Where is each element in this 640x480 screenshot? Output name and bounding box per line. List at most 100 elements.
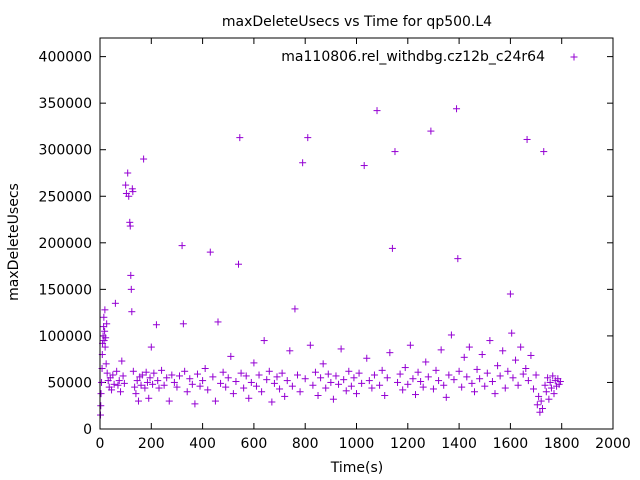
data-point xyxy=(455,367,463,375)
data-point xyxy=(506,290,514,298)
data-point xyxy=(178,242,186,250)
data-point xyxy=(304,134,312,142)
data-point xyxy=(550,390,558,398)
data-point xyxy=(170,378,178,386)
data-point xyxy=(537,397,545,405)
data-point xyxy=(206,248,214,256)
data-point xyxy=(147,343,155,351)
data-point xyxy=(296,388,304,396)
data-point xyxy=(168,371,176,379)
data-point xyxy=(265,367,273,375)
data-point xyxy=(442,393,450,401)
data-point xyxy=(140,155,148,163)
data-point xyxy=(373,107,381,115)
data-point xyxy=(201,364,209,372)
y-tick-label: 400000 xyxy=(39,50,92,66)
data-point xyxy=(468,379,476,387)
x-tick-label: 600 xyxy=(241,436,268,452)
data-point xyxy=(424,373,432,381)
data-point xyxy=(301,375,309,383)
data-point xyxy=(411,391,419,399)
data-point xyxy=(255,371,263,379)
y-tick-label: 250000 xyxy=(39,189,92,205)
data-point xyxy=(450,376,458,384)
data-point xyxy=(445,371,453,379)
data-point xyxy=(478,351,486,359)
data-point xyxy=(165,397,173,405)
data-point xyxy=(252,382,260,390)
data-point xyxy=(494,362,502,370)
data-point xyxy=(242,372,250,380)
data-point xyxy=(270,379,278,387)
x-tick-label: 800 xyxy=(292,436,319,452)
data-point xyxy=(437,346,445,354)
data-point xyxy=(406,341,414,349)
data-point xyxy=(306,341,314,349)
data-point xyxy=(155,384,163,392)
data-point xyxy=(214,318,222,326)
data-point xyxy=(291,305,299,313)
data-point xyxy=(196,382,204,390)
data-point xyxy=(117,388,125,396)
data-point xyxy=(523,135,531,143)
data-points xyxy=(97,105,564,419)
data-point xyxy=(283,377,291,385)
data-point xyxy=(463,373,471,381)
data-point xyxy=(519,370,527,378)
chart-title: maxDeleteUsecs vs Time for qp500.L4 xyxy=(222,14,492,30)
data-point xyxy=(224,374,232,382)
data-point xyxy=(404,380,412,388)
data-point xyxy=(176,372,184,380)
data-point xyxy=(217,379,225,387)
data-point xyxy=(309,381,317,389)
data-point xyxy=(181,367,189,375)
data-point xyxy=(314,391,322,399)
x-axis-label: Time(s) xyxy=(330,460,383,476)
data-point xyxy=(103,369,111,377)
data-point xyxy=(541,381,549,389)
data-point xyxy=(386,349,394,357)
data-point xyxy=(435,377,443,385)
data-point xyxy=(340,376,348,384)
data-point xyxy=(227,352,235,360)
data-point xyxy=(132,390,140,398)
data-point xyxy=(209,373,217,381)
data-point xyxy=(454,255,462,263)
data-point xyxy=(311,368,319,376)
data-point xyxy=(399,386,407,394)
data-point xyxy=(512,356,520,364)
data-point xyxy=(447,331,455,339)
data-point xyxy=(294,371,302,379)
data-point xyxy=(268,398,276,406)
x-tick-label: 200 xyxy=(138,436,165,452)
data-point xyxy=(522,364,530,372)
data-point xyxy=(381,391,389,399)
data-point xyxy=(529,385,537,393)
data-point xyxy=(97,402,105,410)
data-point xyxy=(327,378,335,386)
data-point xyxy=(465,343,473,351)
data-point xyxy=(488,378,496,386)
data-point xyxy=(527,351,535,359)
data-point xyxy=(101,343,109,351)
y-axis-label: maxDeleteUsecs xyxy=(6,183,22,301)
data-point xyxy=(345,367,353,375)
data-point xyxy=(363,354,371,362)
data-point xyxy=(97,411,105,419)
data-point xyxy=(432,366,440,374)
data-point xyxy=(101,327,109,335)
data-point xyxy=(240,384,248,392)
data-point xyxy=(508,329,516,337)
data-point xyxy=(350,374,358,382)
data-point xyxy=(509,374,517,382)
x-tick-label: 1400 xyxy=(441,436,477,452)
data-point xyxy=(514,381,522,389)
data-point xyxy=(319,360,327,368)
data-point xyxy=(211,397,219,405)
data-point xyxy=(232,378,240,386)
y-axis-ticks: 0 50000 100000 150000 200000 250000 300000 3500… xyxy=(39,50,613,438)
data-point xyxy=(103,320,111,328)
data-point xyxy=(97,390,105,398)
data-point xyxy=(199,377,207,385)
data-point xyxy=(440,381,448,389)
